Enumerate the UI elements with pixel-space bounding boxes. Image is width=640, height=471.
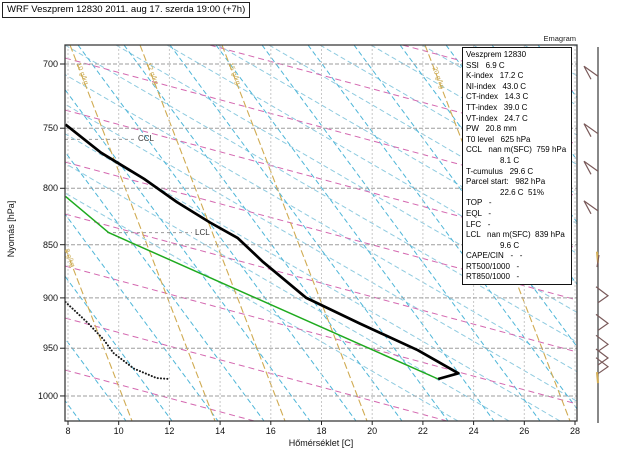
info-row: K-index 17.2 C (466, 71, 524, 81)
y-tick-label: 700 (42, 59, 58, 69)
info-row: 22.6 C 51% (500, 187, 545, 197)
ccl-label: CCL (138, 134, 155, 144)
x-tick-label: 20 (367, 426, 378, 436)
x-tick-label: 22 (417, 426, 428, 436)
wind-barb-column (583, 47, 610, 423)
window-title: WRF Veszprem 12830 2011. aug 17. szerda … (2, 2, 251, 18)
info-row: LCL nan m(SFC) 839 hPa (466, 230, 565, 240)
y-axis-label: Nyomás [hPa] (6, 200, 16, 258)
info-row: TOP - (466, 198, 492, 208)
info-row: SSI 6.9 C (466, 60, 505, 70)
info-row: TT-index 39.0 C (466, 102, 528, 112)
info-row: T0 level 625 hPa (466, 134, 531, 144)
info-row: T-cumulus 29.6 C (466, 166, 534, 176)
info-row: LFC - (466, 219, 491, 229)
x-tick-label: 10 (113, 426, 124, 436)
parcel-path-curve (65, 195, 439, 380)
info-row: VT-index 24.7 C (466, 113, 528, 123)
wind-barb (596, 254, 600, 268)
lcl-label: LCL (195, 227, 210, 237)
info-row: CT-index 14.3 C (466, 92, 529, 102)
info-panel-rows: Veszprem 12830 SSI 6.9 C K-index 17.2 C NI-… (466, 50, 571, 283)
y-tick-label: 800 (42, 183, 58, 194)
axis-ticks (60, 63, 576, 425)
y-tick-label: 850 (42, 239, 58, 250)
wind-barb (583, 160, 599, 175)
wind-barb (583, 123, 599, 137)
info-row: 9.6 C (500, 240, 520, 250)
info-row: PW 20.8 mm (466, 124, 517, 134)
wind-barb (595, 357, 610, 375)
info-panel: Veszprem 12830 SSI 6.9 C K-index 17.2 C NI-… (462, 47, 572, 285)
info-row: CCL nan m(SFC) 759 hPa (466, 145, 567, 155)
wind-barb (583, 65, 599, 80)
x-tick-label: 14 (215, 426, 226, 436)
x-tick-label: 16 (265, 426, 276, 436)
info-row: Parcel start: 982 hPa (466, 177, 546, 187)
y-tick-label: 1000 (37, 390, 58, 401)
x-tick-label: 8 (65, 426, 71, 436)
diagram-type-label: Emagram (543, 34, 576, 43)
info-row: RT500/1000 - (466, 261, 520, 271)
x-tick-label: 26 (519, 426, 530, 436)
info-row: Veszprem 12830 (466, 50, 527, 59)
y-tick-label: 750 (42, 123, 58, 134)
x-tick-label: 12 (164, 426, 175, 436)
info-row: 8.1 C (500, 155, 520, 165)
wind-barb (595, 286, 610, 304)
x-tick-label: 18 (316, 426, 327, 436)
wind-barb (583, 200, 599, 215)
x-tick-label: 24 (468, 426, 479, 436)
info-row: RT850/1000 - (466, 272, 520, 282)
info-row: NI-index 43.0 C (466, 81, 527, 91)
info-row: EQL - (466, 208, 492, 218)
x-axis-label: Hőmérséklet [C] (288, 438, 354, 448)
y-tick-label: 900 (42, 292, 58, 303)
x-tick-label: 28 (569, 426, 580, 436)
temperature-curve (65, 123, 460, 381)
dewpoint-curve (65, 301, 171, 380)
wind-barb (595, 334, 610, 352)
wind-barb (595, 348, 610, 366)
wind-barb (595, 313, 610, 331)
info-row: CAPE/CIN - - (466, 251, 523, 261)
y-tick-label: 950 (42, 343, 58, 354)
